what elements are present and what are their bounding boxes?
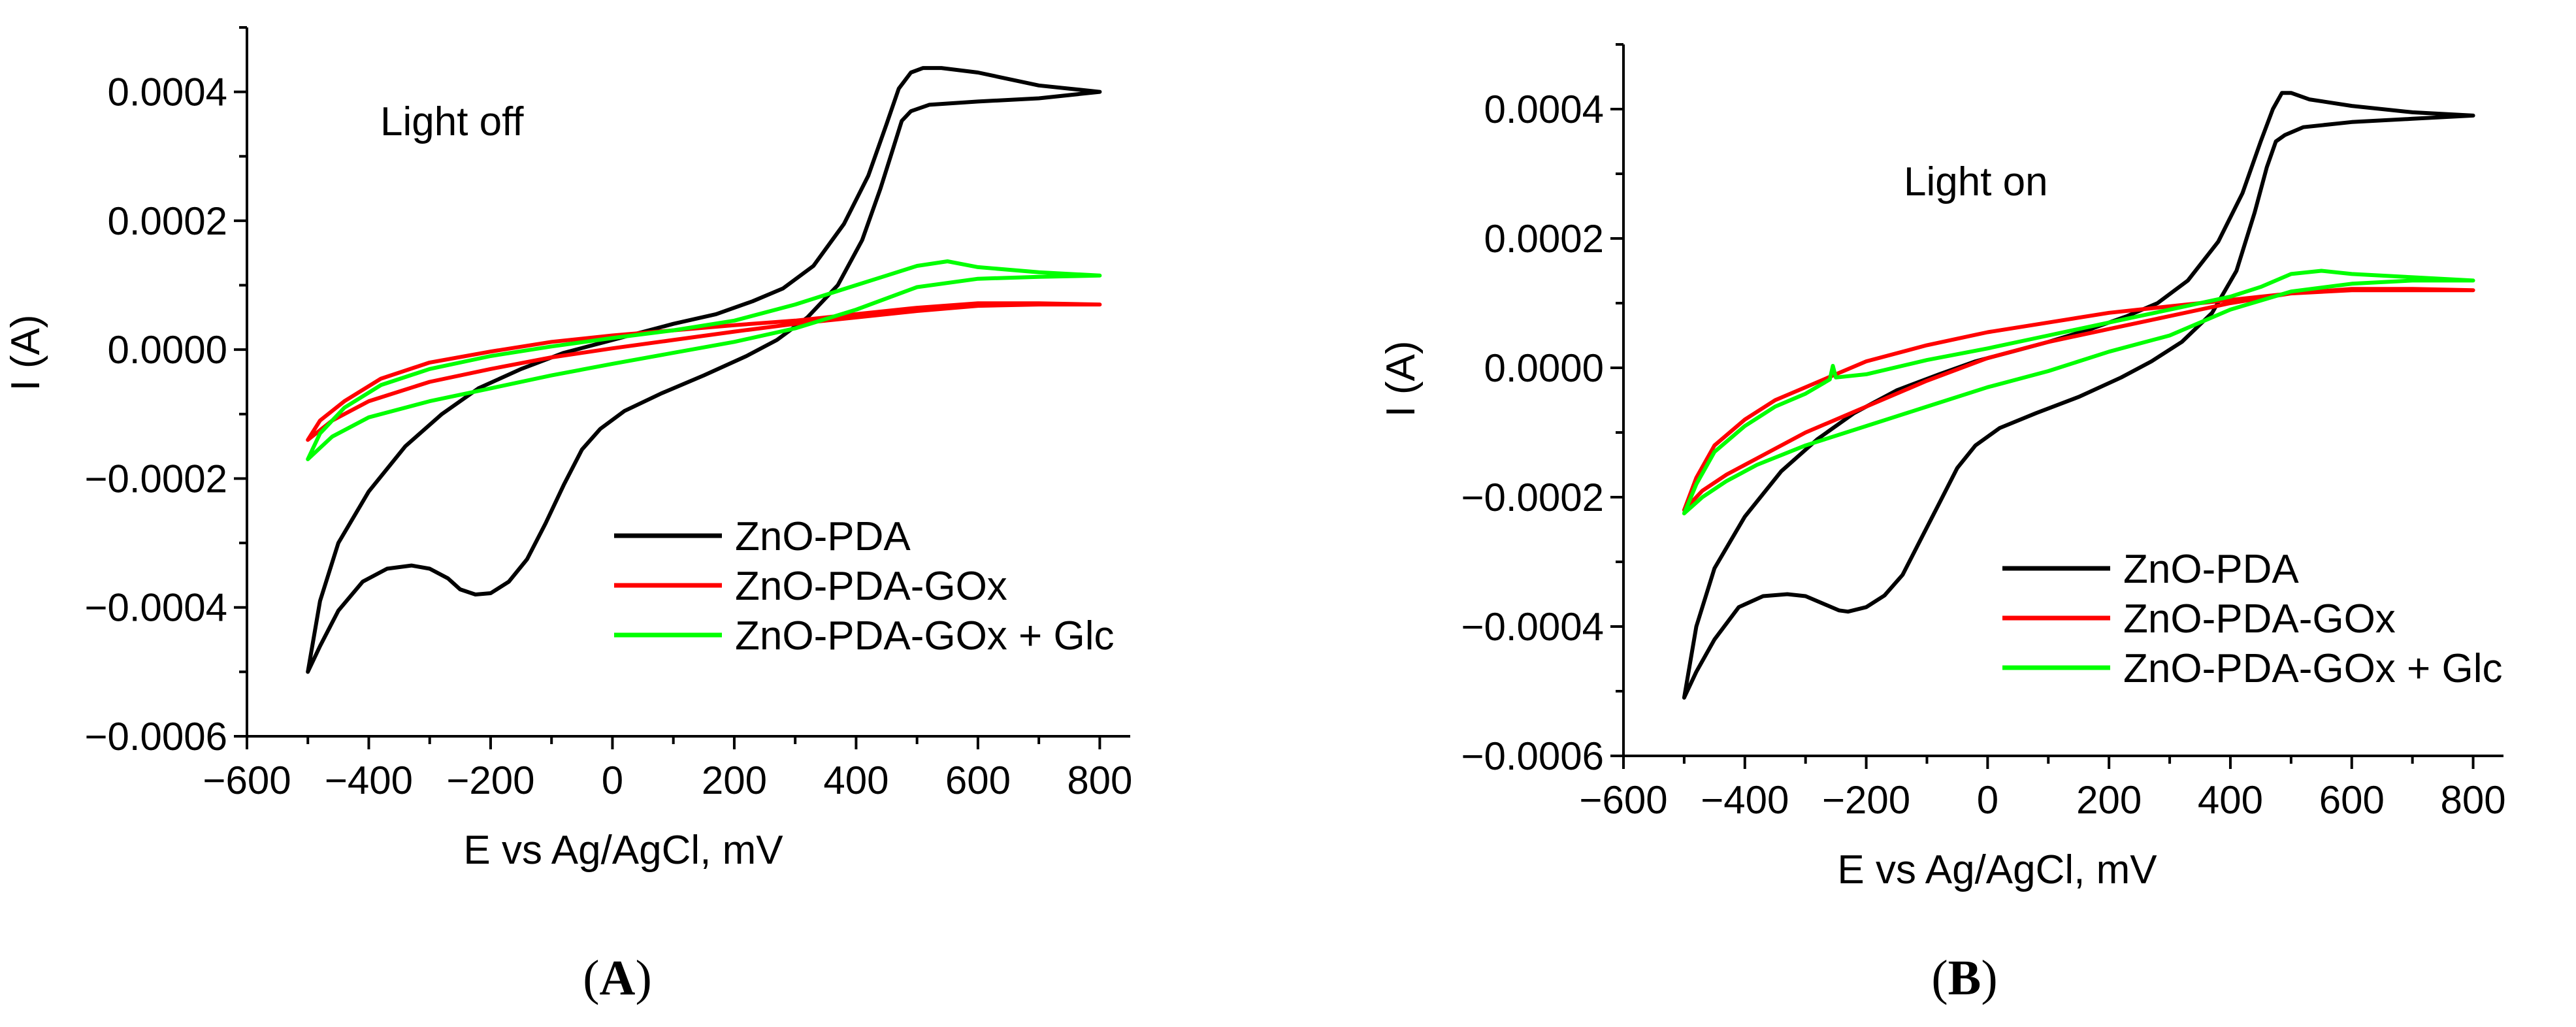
series-a-2 [306,301,1102,442]
y-ticks-b: −0.0006 −0.0004 −0.0002 0.0000 0.0002 0.0004 [1461,43,1623,778]
panel-label-a: (A) [583,951,652,1005]
x-tick-label-a: 200 [702,758,767,802]
y-tick-label-b: 0.0000 [1484,346,1604,390]
y-tick-label-a: −0.0006 [84,715,227,758]
panel-label-a-letter: A [600,951,636,1005]
legend-label-b-3: ZnO-PDA-GOx + Glc [2123,646,2502,691]
x-axis-title-a: E vs Ag/AgCl, mV [463,828,783,873]
annotation-light-on: Light on [1904,159,2048,204]
series-a-3 [306,259,1102,461]
x-tick-label-b: −200 [1822,778,1910,822]
series-layer-a [306,66,1102,674]
y-tick-label-a: 0.0000 [107,328,227,372]
y-ticks-a: −0.0006 −0.0004 −0.0002 0.0000 0.0002 0.0004 [84,26,247,758]
x-tick-label-a: 400 [823,758,889,802]
x-tick-label-b: −400 [1701,778,1789,822]
panel-label-b: (B) [1931,951,1997,1005]
panel-a: −600 −400 −200 0 200 400 600 800 −0.0006 −0.0004… [3,26,1132,1005]
x-tick-label-b: 400 [2198,778,2263,822]
annotation-light-off: Light off [380,99,524,144]
y-tick-label-a: 0.0002 [107,199,227,243]
legend-label-a-1: ZnO-PDA [735,514,911,559]
plot-area-b: −600 −400 −200 0 200 400 600 800 −0.0006 −0.0004… [1461,43,2506,822]
x-tick-label-a: 800 [1067,758,1132,802]
legend-label-b-2: ZnO-PDA-GOx [2123,596,2396,642]
x-tick-label-a: 0 [602,758,623,802]
x-ticks-b: −600 −400 −200 0 200 400 600 800 [1579,756,2506,822]
legend-label-b-1: ZnO-PDA [2123,547,2299,592]
y-tick-label-a: 0.0004 [107,71,227,114]
panel-b: −600 −400 −200 0 200 400 600 800 −0.0006 −0.0004… [1378,43,2506,1005]
y-tick-label-b: −0.0006 [1461,734,1604,778]
y-tick-label-a: −0.0002 [84,457,227,500]
x-tick-label-b: 0 [1977,778,1998,822]
x-axis-title-b: E vs Ag/AgCl, mV [1837,847,2157,892]
x-tick-label-b: 600 [2319,778,2385,822]
legend-label-a-2: ZnO-PDA-GOx [735,564,1007,609]
x-tick-label-b: 800 [2440,778,2505,822]
y-tick-label-b: −0.0002 [1461,476,1604,519]
x-tick-label-a: −200 [446,758,534,802]
legend-label-a-3: ZnO-PDA-GOx + Glc [735,613,1114,659]
plot-area-a: −600 −400 −200 0 200 400 600 800 −0.0006 −0.0004… [84,26,1132,802]
x-tick-label-a: −600 [203,758,291,802]
y-tick-label-b: 0.0002 [1484,217,1604,261]
panel-label-b-letter: B [1948,951,1981,1005]
y-axis-title-a: I (A) [3,314,48,391]
series-layer-b [1682,91,2475,700]
x-tick-label-b: 200 [2076,778,2142,822]
x-tick-label-b: −600 [1579,778,1667,822]
y-tick-label-b: −0.0004 [1461,605,1604,649]
series-b-2 [1682,287,2475,512]
x-tick-label-a: 600 [945,758,1011,802]
y-tick-label-b: 0.0004 [1484,88,1604,131]
y-tick-label-a: −0.0004 [84,586,227,630]
series-b-3 [1682,269,2475,515]
y-axis-title-b: I (A) [1378,340,1424,417]
x-ticks-a: −600 −400 −200 0 200 400 600 800 [203,736,1132,802]
x-tick-label-a: −400 [325,758,413,802]
